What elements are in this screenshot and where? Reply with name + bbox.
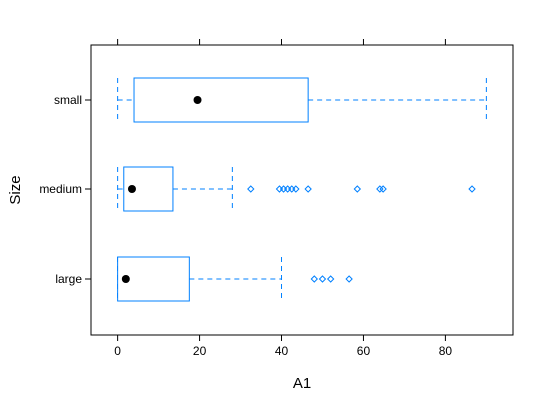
- y-tick-label: small: [54, 93, 82, 107]
- x-tick-label: 40: [275, 344, 289, 358]
- box-small: [117, 77, 487, 123]
- y-tick-label: large: [55, 272, 82, 286]
- outlier-point: [326, 275, 335, 283]
- x-axis-bottom: 0 20 40 60 80: [114, 335, 452, 358]
- outlier-point: [275, 185, 284, 193]
- outlier-point: [345, 275, 353, 283]
- outlier-point: [304, 185, 312, 193]
- x-axis-top: [117, 39, 446, 45]
- outlier-point: [288, 185, 296, 193]
- outlier-point: [376, 185, 384, 193]
- outlier-point: [310, 275, 318, 283]
- outlier-point: [353, 185, 362, 193]
- iqr-box: [133, 77, 309, 123]
- outlier-point: [318, 275, 327, 283]
- box-medium: [117, 166, 476, 212]
- plot-frame: [90, 44, 514, 336]
- y-axis-label: Size: [7, 175, 24, 204]
- median-dot: [193, 96, 202, 104]
- outlier-point: [292, 185, 300, 193]
- outlier-point: [283, 185, 292, 193]
- outlier-point: [379, 185, 387, 193]
- x-axis-label: A1: [293, 375, 311, 392]
- x-tick-label: 0: [114, 344, 121, 358]
- outlier-point: [247, 185, 255, 193]
- y-axis: small medium large: [39, 93, 91, 286]
- x-tick-label: 20: [193, 344, 207, 358]
- outlier-point: [279, 185, 288, 193]
- x-tick-label: 80: [439, 344, 453, 358]
- y-tick-label: medium: [39, 182, 82, 196]
- box-large: [117, 256, 353, 302]
- median-dot: [127, 185, 136, 193]
- median-dot: [121, 275, 130, 283]
- boxes-layer: [117, 77, 487, 302]
- x-tick-label: 60: [357, 344, 371, 358]
- outlier-point: [468, 185, 476, 193]
